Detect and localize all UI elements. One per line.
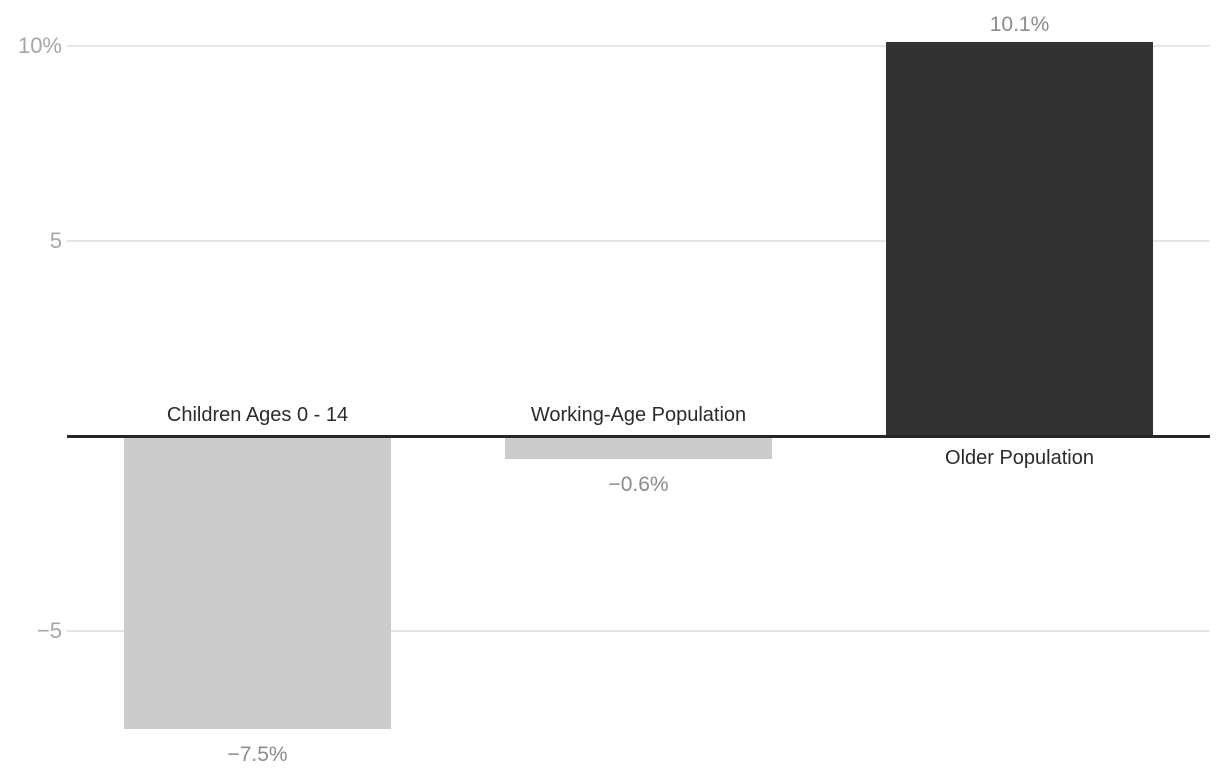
y-tick-label: −5 [36, 618, 62, 643]
gridline [67, 45, 1210, 47]
bar-value-label: −0.6% [608, 473, 669, 497]
bar-category-label: Children Ages 0 - 14 [166, 404, 349, 426]
bar [886, 42, 1153, 436]
zero-baseline [67, 434, 1210, 438]
y-tick-label: 5 [49, 228, 62, 253]
bar-value-label: −7.5% [227, 742, 288, 766]
bar [124, 436, 391, 729]
gridline [67, 630, 1210, 632]
bar-value-label: 10.1% [989, 13, 1050, 37]
bar-category-label: Older Population [945, 447, 1094, 469]
y-tick-label: 10% [17, 33, 62, 58]
bar [505, 436, 772, 460]
bar-category-label: Working-Age Population [530, 404, 747, 426]
gridline [67, 240, 1210, 242]
